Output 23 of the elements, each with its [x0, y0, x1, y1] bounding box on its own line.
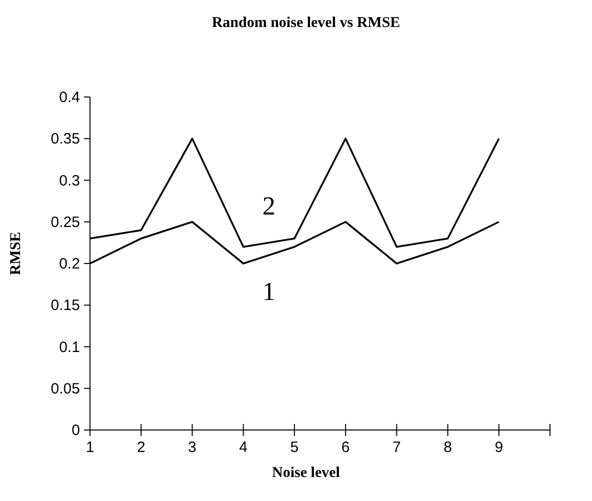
series-label: 1 [262, 277, 276, 306]
y-tick-label: 0.05 [50, 380, 80, 398]
x-axis-title: Noise level [272, 465, 340, 481]
y-axis-title: RMSE [8, 232, 24, 276]
x-tick-label: 3 [188, 439, 196, 456]
chart-title: Random noise level vs RMSE [212, 15, 400, 31]
y-tick-label: 0 [72, 422, 80, 439]
y-tick-label: 0.25 [50, 214, 80, 231]
x-tick-label: 7 [392, 439, 401, 456]
x-tick-label: 6 [341, 439, 350, 456]
x-tick-label: 8 [444, 439, 452, 456]
y-tick-label: 0.15 [50, 297, 80, 314]
x-tick-label: 2 [136, 439, 146, 456]
x-tick-label: 5 [290, 439, 299, 456]
y-tick-label: 0.1 [59, 338, 80, 356]
x-tick-label: 9 [494, 439, 504, 456]
x-tick-label: 1 [86, 439, 94, 456]
series-label: 2 [262, 192, 276, 221]
y-tick-label: 0.3 [59, 172, 80, 190]
y-tick-label: 0.35 [50, 130, 80, 148]
y-tick-label: 0.4 [59, 89, 80, 106]
x-tick-label: 4 [239, 439, 248, 456]
y-tick-label: 0.2 [59, 256, 80, 272]
